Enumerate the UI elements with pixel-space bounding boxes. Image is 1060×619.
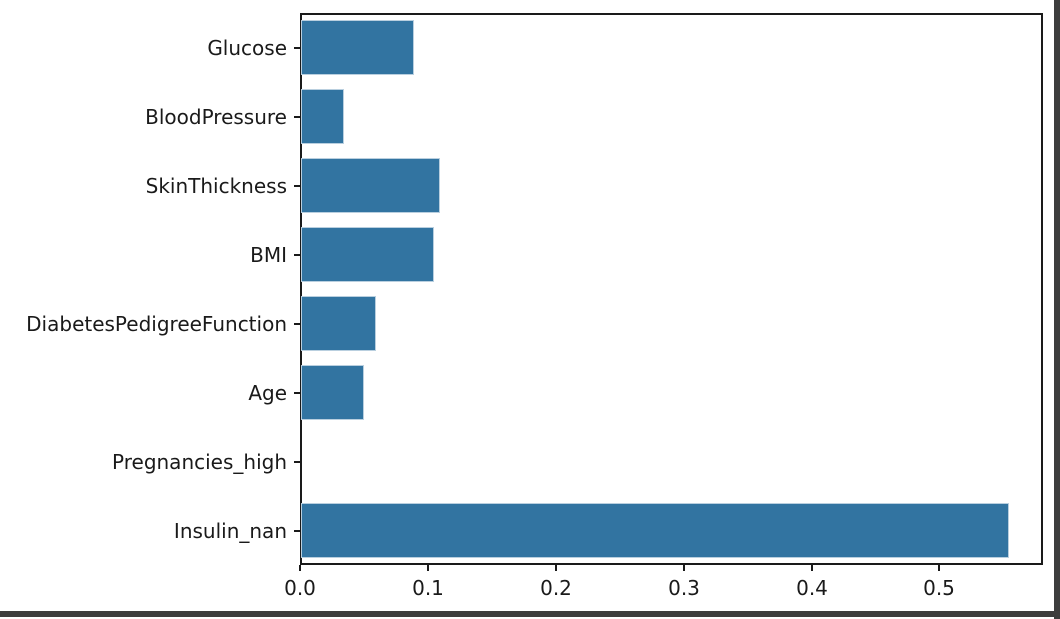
- y-tick-mark: [294, 116, 300, 118]
- y-tick-label: Age: [248, 381, 287, 405]
- y-tick-label: Insulin_nan: [173, 519, 287, 543]
- x-tick-label: 0.4: [796, 576, 828, 600]
- bar: [301, 89, 344, 144]
- y-tick-label: DiabetesPedigreeFunction: [26, 312, 287, 336]
- bar: [301, 296, 376, 351]
- x-tick-label: 0.0: [284, 576, 316, 600]
- bar: [301, 227, 434, 282]
- y-tick-label: BloodPressure: [145, 105, 287, 129]
- y-tick-mark: [294, 47, 300, 49]
- window-edge-right: [1054, 0, 1060, 619]
- x-tick-mark: [555, 565, 557, 571]
- x-tick-mark: [683, 565, 685, 571]
- window-edge-bottom: [0, 611, 1054, 617]
- x-tick-label: 0.2: [540, 576, 572, 600]
- y-tick-mark: [294, 392, 300, 394]
- y-tick-mark: [294, 461, 300, 463]
- x-tick-mark: [811, 565, 813, 571]
- plot-area: [300, 13, 1043, 565]
- y-tick-mark: [294, 254, 300, 256]
- y-tick-mark: [294, 530, 300, 532]
- y-tick-mark: [294, 323, 300, 325]
- bar: [301, 20, 414, 75]
- y-tick-label: BMI: [250, 243, 287, 267]
- y-tick-mark: [294, 185, 300, 187]
- y-tick-label: Pregnancies_high: [112, 450, 287, 474]
- x-tick-mark: [299, 565, 301, 571]
- y-tick-label: SkinThickness: [145, 174, 287, 198]
- x-tick-label: 0.5: [923, 576, 955, 600]
- bar: [301, 365, 364, 420]
- bar: [301, 503, 1009, 558]
- x-tick-mark: [938, 565, 940, 571]
- x-tick-label: 0.1: [412, 576, 444, 600]
- y-tick-label: Glucose: [207, 36, 287, 60]
- x-tick-mark: [427, 565, 429, 571]
- bar: [301, 158, 440, 213]
- x-tick-label: 0.3: [668, 576, 700, 600]
